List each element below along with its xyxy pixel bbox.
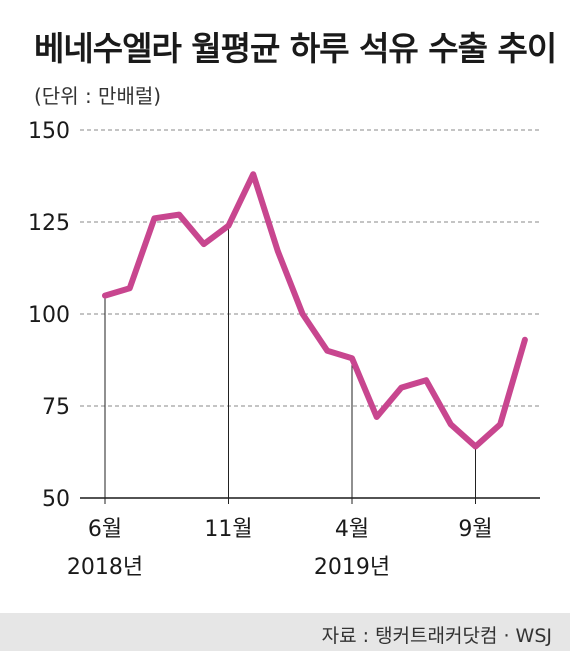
- y-tick-label: 50: [42, 487, 70, 512]
- y-tick-label: 125: [28, 211, 70, 236]
- label-layer: 50 75 100 125 150 6월 2018년 11월 4월 2019년 9월: [28, 119, 493, 580]
- footer-band: [0, 613, 570, 651]
- x-tick-year-label: 2018년: [67, 555, 143, 580]
- y-tick-label: 100: [28, 303, 70, 328]
- x-tick-label: 4월: [335, 517, 369, 542]
- x-tick-year-label: 2019년: [314, 555, 390, 580]
- axis-layer: [80, 225, 540, 504]
- y-tick-label: 150: [28, 119, 70, 144]
- x-tick-label: 6월: [88, 517, 122, 542]
- chart-title: 베네수엘라 월평균 하루 석유 수출 추이: [34, 29, 557, 68]
- unit-label: (단위 : 만배럴): [34, 84, 162, 108]
- source-note: 자료 : 탱커트래커닷컴 · WSJ: [321, 625, 552, 647]
- series-line: [102, 171, 528, 450]
- grid-layer: [80, 129, 540, 407]
- x-tick-label: 11월: [204, 517, 252, 542]
- line-chart: 50 75 100 125 150 6월 2018년 11월 4월 2019년 9월: [28, 119, 540, 580]
- y-tick-label: 75: [42, 395, 70, 420]
- x-tick-label: 9월: [458, 517, 492, 542]
- series-layer: [102, 171, 528, 450]
